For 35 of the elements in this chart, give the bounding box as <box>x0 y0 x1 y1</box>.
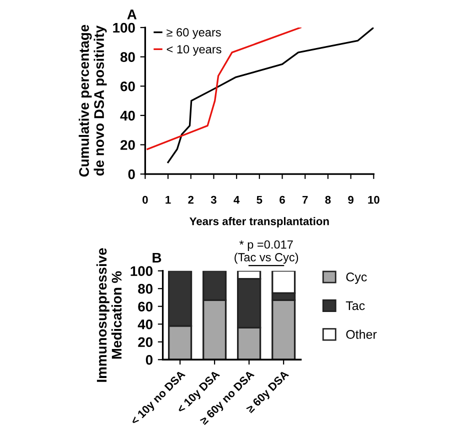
legend-label: < 10 years <box>166 45 222 56</box>
y-tick-label: 60 <box>120 81 135 92</box>
x-tick-label: 5 <box>256 196 262 204</box>
y-tick-label: 60 <box>138 302 152 312</box>
y-tick-label: 0 <box>146 354 152 365</box>
line-series <box>167 28 374 164</box>
y-axis-title: Cumulative percentage de novo DSA positivity <box>78 24 107 177</box>
x-tick-label: 1 <box>166 196 171 204</box>
x-tick-label: 3 <box>210 196 216 204</box>
x-tick-label: 9 <box>348 196 354 204</box>
text: * p =0.017 (Tac vs Cyc) <box>234 240 298 264</box>
y-tick-label: 100 <box>130 266 153 276</box>
x-tick-label: 7 <box>302 196 308 204</box>
y-tick-label: 40 <box>138 319 152 330</box>
legend-label: Cyc <box>346 272 367 284</box>
legend-label: ≥ 60 years <box>166 28 221 39</box>
x-tick-label: 6 <box>280 196 285 204</box>
chart-title: B <box>152 252 162 263</box>
legend-label: Tac <box>346 301 365 310</box>
x-tick-label: 2 <box>188 196 194 204</box>
y-tick-label: 20 <box>120 140 135 150</box>
x-axis-title: Years after transplantation <box>190 217 329 228</box>
x-tick-label: 8 <box>325 196 331 204</box>
y-tick-label: 40 <box>120 110 135 121</box>
x-tick-label: 4 <box>234 196 240 204</box>
y-tick-label: 100 <box>113 22 135 33</box>
line-series <box>146 28 302 150</box>
y-tick-label: 80 <box>138 284 152 294</box>
y-tick-label: 0 <box>128 169 135 180</box>
y-tick-label: 20 <box>138 337 152 348</box>
x-tick-label: 10 <box>368 196 380 204</box>
legend-label: Other <box>346 330 377 339</box>
chart-title: A <box>127 10 137 20</box>
y-axis-title: Immunosuppressive Medication % <box>96 248 122 382</box>
y-tick-label: 80 <box>120 52 135 62</box>
